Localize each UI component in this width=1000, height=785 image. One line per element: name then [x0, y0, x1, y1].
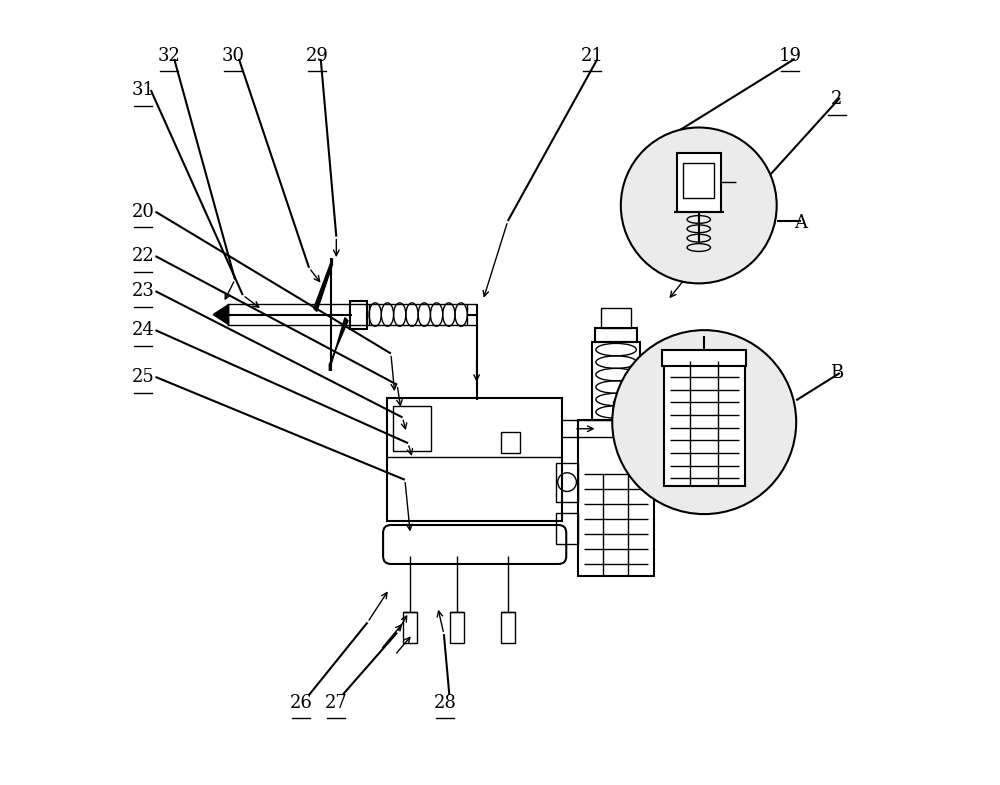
Bar [501, 432, 520, 454]
Text: 26: 26 [290, 694, 313, 712]
Bar [595, 328, 637, 341]
Text: A: A [794, 214, 807, 232]
Text: 28: 28 [434, 694, 457, 712]
Text: 29: 29 [305, 47, 328, 65]
Text: 23: 23 [132, 282, 154, 300]
Text: 27: 27 [325, 694, 348, 712]
Circle shape [621, 127, 777, 283]
Bar [592, 341, 640, 420]
Text: 20: 20 [132, 203, 154, 221]
Bar [578, 420, 654, 575]
Text: 31: 31 [132, 81, 155, 99]
Text: 22: 22 [132, 247, 154, 265]
Bar [664, 361, 745, 486]
Text: B: B [830, 364, 843, 382]
Bar [662, 350, 746, 366]
Text: 25: 25 [132, 368, 154, 386]
Polygon shape [213, 305, 229, 325]
Bar [350, 301, 367, 329]
Circle shape [612, 330, 796, 514]
Bar [403, 612, 417, 644]
Bar [450, 612, 464, 644]
Bar [556, 462, 578, 502]
Polygon shape [314, 258, 332, 312]
Bar [556, 513, 578, 545]
Bar [501, 612, 515, 644]
Text: 32: 32 [157, 47, 180, 65]
Bar [393, 406, 431, 451]
Bar [677, 153, 721, 212]
Text: 24: 24 [132, 321, 154, 339]
Text: 21: 21 [581, 47, 603, 65]
Bar [387, 398, 562, 521]
Text: 19: 19 [778, 47, 801, 65]
Polygon shape [329, 318, 348, 371]
Text: 2: 2 [831, 90, 842, 108]
Bar [683, 162, 714, 198]
Bar [601, 309, 631, 328]
Text: 30: 30 [222, 47, 245, 65]
